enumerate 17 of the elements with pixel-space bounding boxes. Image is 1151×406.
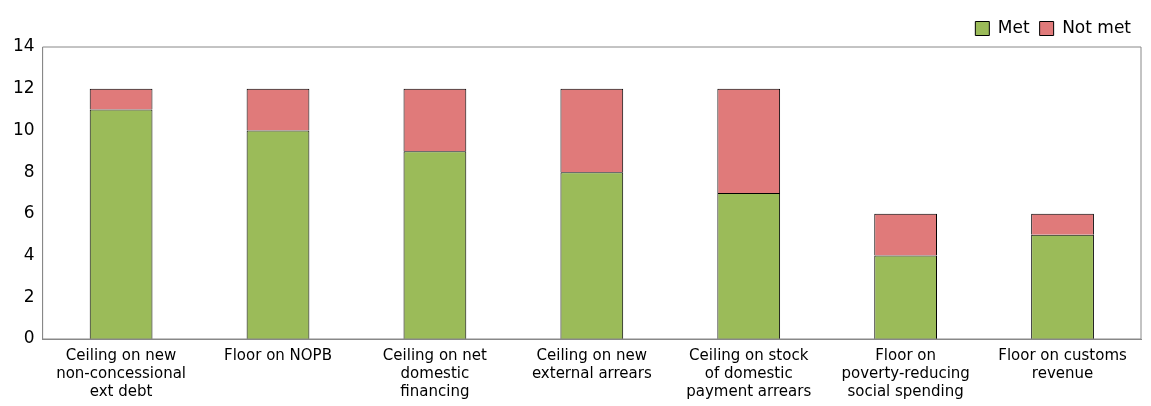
- x-tick-label: Ceiling on stock of domestic payment arrears: [686, 345, 812, 400]
- y-tick-label: 2: [23, 285, 35, 306]
- y-tick-label: 4: [23, 243, 35, 264]
- legend-label: Not met: [1062, 16, 1132, 37]
- y-tick-label: 6: [23, 202, 35, 223]
- x-tick-label: Ceiling on new external arrears: [531, 345, 652, 382]
- x-tick-label: Ceiling on new non-concessional ext debt: [56, 345, 187, 400]
- y-tick-label: 10: [12, 118, 35, 139]
- legend-label: Met: [997, 16, 1030, 37]
- y-tick-label: 0: [23, 327, 35, 348]
- y-tick-label: 12: [12, 77, 35, 98]
- x-tick-label: Floor on NOPB: [224, 345, 332, 364]
- x-tick-label: Floor on customs revenue: [998, 345, 1128, 382]
- x-tick-label: Ceiling on net domestic financing: [382, 345, 488, 400]
- x-tick-label: Floor on poverty-reducing social spending: [841, 345, 970, 400]
- y-tick-label: 8: [23, 160, 35, 181]
- y-tick-label: 14: [12, 35, 35, 56]
